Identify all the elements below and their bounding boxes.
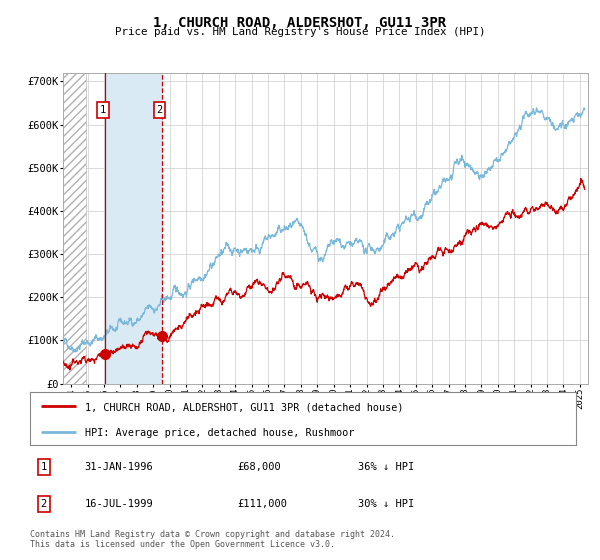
Text: £111,000: £111,000 — [238, 499, 287, 509]
Text: £68,000: £68,000 — [238, 462, 281, 472]
Text: 2: 2 — [41, 499, 47, 509]
Text: 30% ↓ HPI: 30% ↓ HPI — [358, 499, 414, 509]
Text: 16-JUL-1999: 16-JUL-1999 — [85, 499, 154, 509]
Text: 2: 2 — [157, 105, 163, 115]
Text: 1, CHURCH ROAD, ALDERSHOT, GU11 3PR: 1, CHURCH ROAD, ALDERSHOT, GU11 3PR — [154, 16, 446, 30]
Text: 1: 1 — [100, 105, 106, 115]
Text: HPI: Average price, detached house, Rushmoor: HPI: Average price, detached house, Rush… — [85, 428, 354, 438]
Text: Price paid vs. HM Land Registry's House Price Index (HPI): Price paid vs. HM Land Registry's House … — [115, 27, 485, 37]
Text: 36% ↓ HPI: 36% ↓ HPI — [358, 462, 414, 472]
Text: This data is licensed under the Open Government Licence v3.0.: This data is licensed under the Open Gov… — [30, 540, 335, 549]
Text: 1: 1 — [41, 462, 47, 472]
Text: Contains HM Land Registry data © Crown copyright and database right 2024.: Contains HM Land Registry data © Crown c… — [30, 530, 395, 539]
Text: 1, CHURCH ROAD, ALDERSHOT, GU11 3PR (detached house): 1, CHURCH ROAD, ALDERSHOT, GU11 3PR (det… — [85, 403, 403, 413]
Bar — [106, 73, 162, 384]
Text: 31-JAN-1996: 31-JAN-1996 — [85, 462, 154, 472]
